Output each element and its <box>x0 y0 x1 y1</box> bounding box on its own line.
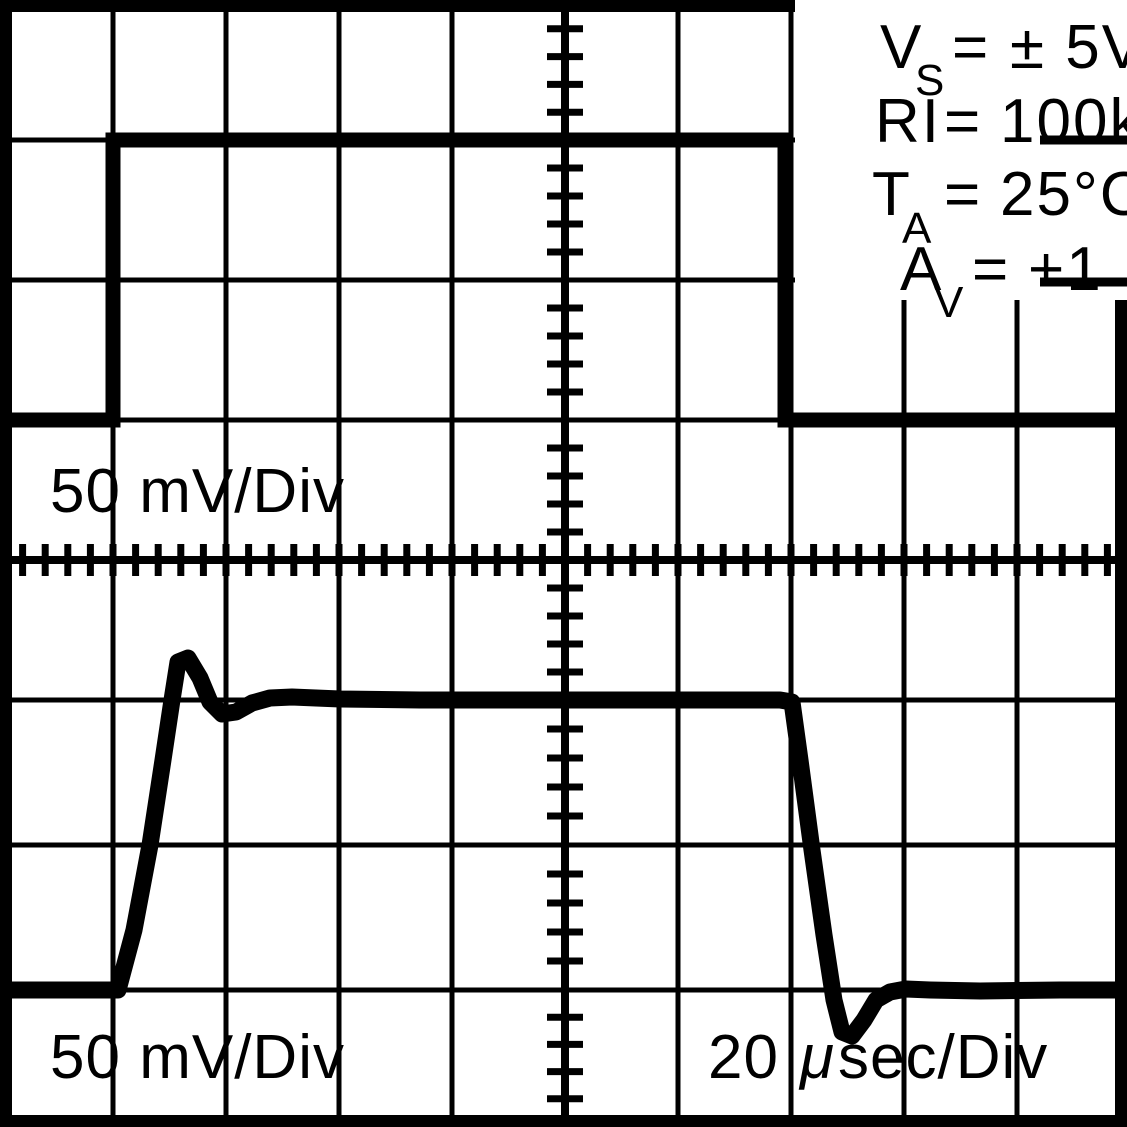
annotation-backdrop <box>795 0 1127 300</box>
annotation-ta-value: 25°C <box>1000 160 1127 229</box>
upper-vertical-scale-label: 50 mV/Div <box>50 457 345 526</box>
annotation-ta-symbol: T <box>872 160 912 229</box>
timebase-mu-symbol: μ <box>798 1023 834 1092</box>
timebase-unit: sec/Div <box>838 1023 1048 1092</box>
annotation-vs-symbol: V <box>880 13 923 82</box>
trace-input-square-wave <box>0 132 1126 428</box>
annotation-ta-subscript: A <box>902 204 932 253</box>
horizontal-scale-label: 20 μ sec/Div <box>708 1023 1048 1092</box>
annotation-ri-symbol: RI <box>875 87 941 156</box>
annotation-vs-equals: = <box>952 13 990 82</box>
annotation-av-value: +1 <box>1028 235 1103 304</box>
annotation-block: V S = ± 5V RI = 100k T A = 25°C A V = +1 <box>872 13 1127 327</box>
annotation-ta-equals: = <box>944 160 982 229</box>
annotation-vs-value: ± 5V <box>1010 13 1127 82</box>
annotation-av-subscript: V <box>934 278 964 327</box>
annotation-av-equals: = <box>972 235 1010 304</box>
timebase-value: 20 <box>708 1023 779 1092</box>
trace-output-pulse-response <box>0 649 1127 1045</box>
annotation-ri-value: 100k <box>1000 87 1127 156</box>
lower-vertical-scale-label: 50 mV/Div <box>50 1023 345 1092</box>
annotation-ri-equals: = <box>944 87 982 156</box>
annotation-vs-subscript: S <box>915 56 944 105</box>
annotation-av-symbol: A <box>900 235 943 304</box>
